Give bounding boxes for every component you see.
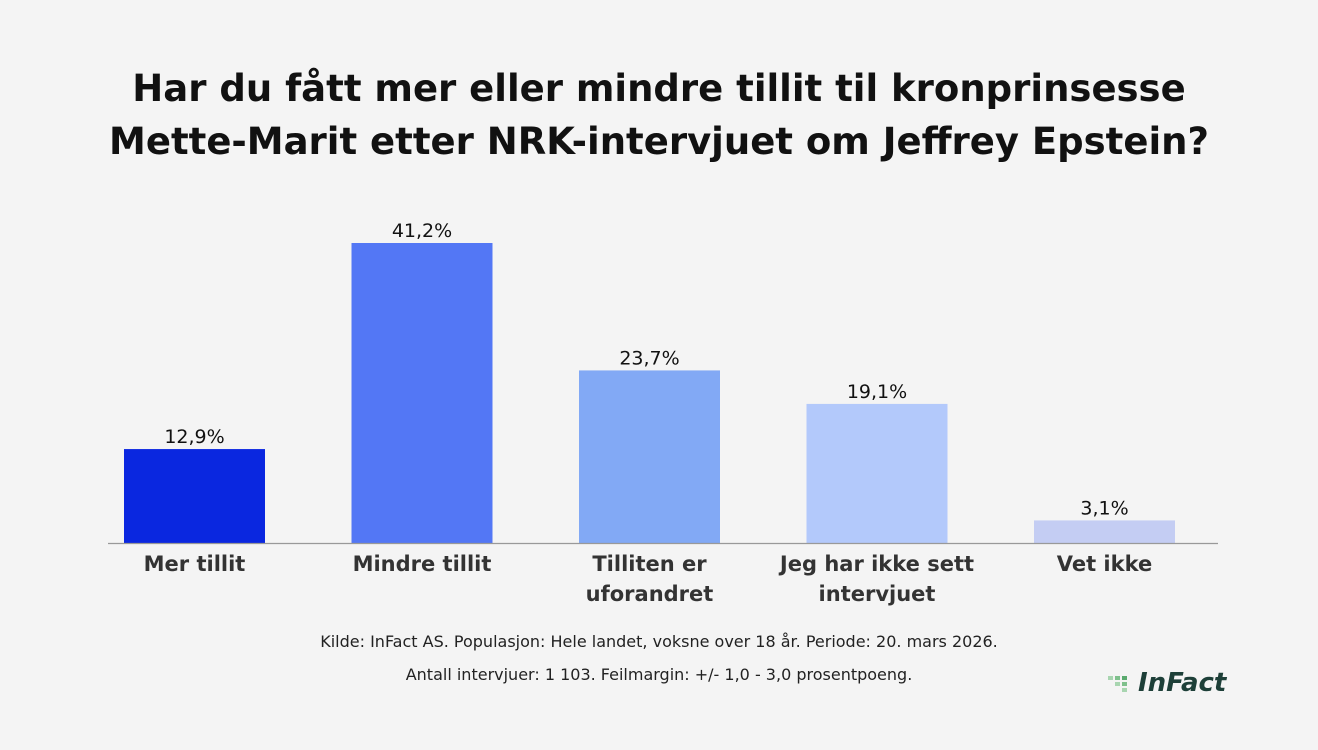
footer-source: Kilde: InFact AS. Populasjon: Hele lande… xyxy=(320,632,998,651)
data-label: 19,1% xyxy=(847,381,907,403)
bar xyxy=(579,370,720,543)
logo-text: InFact xyxy=(1138,668,1227,698)
bar xyxy=(351,243,493,543)
data-label: 12,9% xyxy=(164,426,224,448)
data-label: 41,2% xyxy=(392,220,452,242)
title-line-1: Har du fått mer eller mindre tillit til … xyxy=(132,67,1186,110)
footer-method: Antall intervjuer: 1 103. Feilmargin: +/… xyxy=(405,665,913,684)
infact-logo: InFact xyxy=(1108,668,1226,698)
category-label: Tilliten er xyxy=(592,552,707,576)
bar xyxy=(124,449,265,543)
chart-title: Har du fått mer eller mindre tillit til … xyxy=(0,62,1318,168)
category-label: Mer tillit xyxy=(144,552,246,576)
title-line-2: Mette-Marit etter NRK-intervjuet om Jeff… xyxy=(109,120,1209,163)
data-label: 3,1% xyxy=(1080,497,1128,519)
category-label: Vet ikke xyxy=(1057,552,1153,576)
logo-mark-icon xyxy=(1108,676,1127,692)
bar xyxy=(806,403,948,543)
bar-chart: 12,9% Mer tillit 41,2% Mindre tillit 23,7% Ti… xyxy=(108,220,1218,606)
category-label: uforandret xyxy=(586,582,714,606)
category-label: Mindre tillit xyxy=(353,552,492,576)
data-label: 23,7% xyxy=(619,347,679,369)
bar xyxy=(1034,520,1175,543)
category-label: intervjuet xyxy=(819,582,936,606)
category-label: Jeg har ikke sett xyxy=(778,552,974,576)
